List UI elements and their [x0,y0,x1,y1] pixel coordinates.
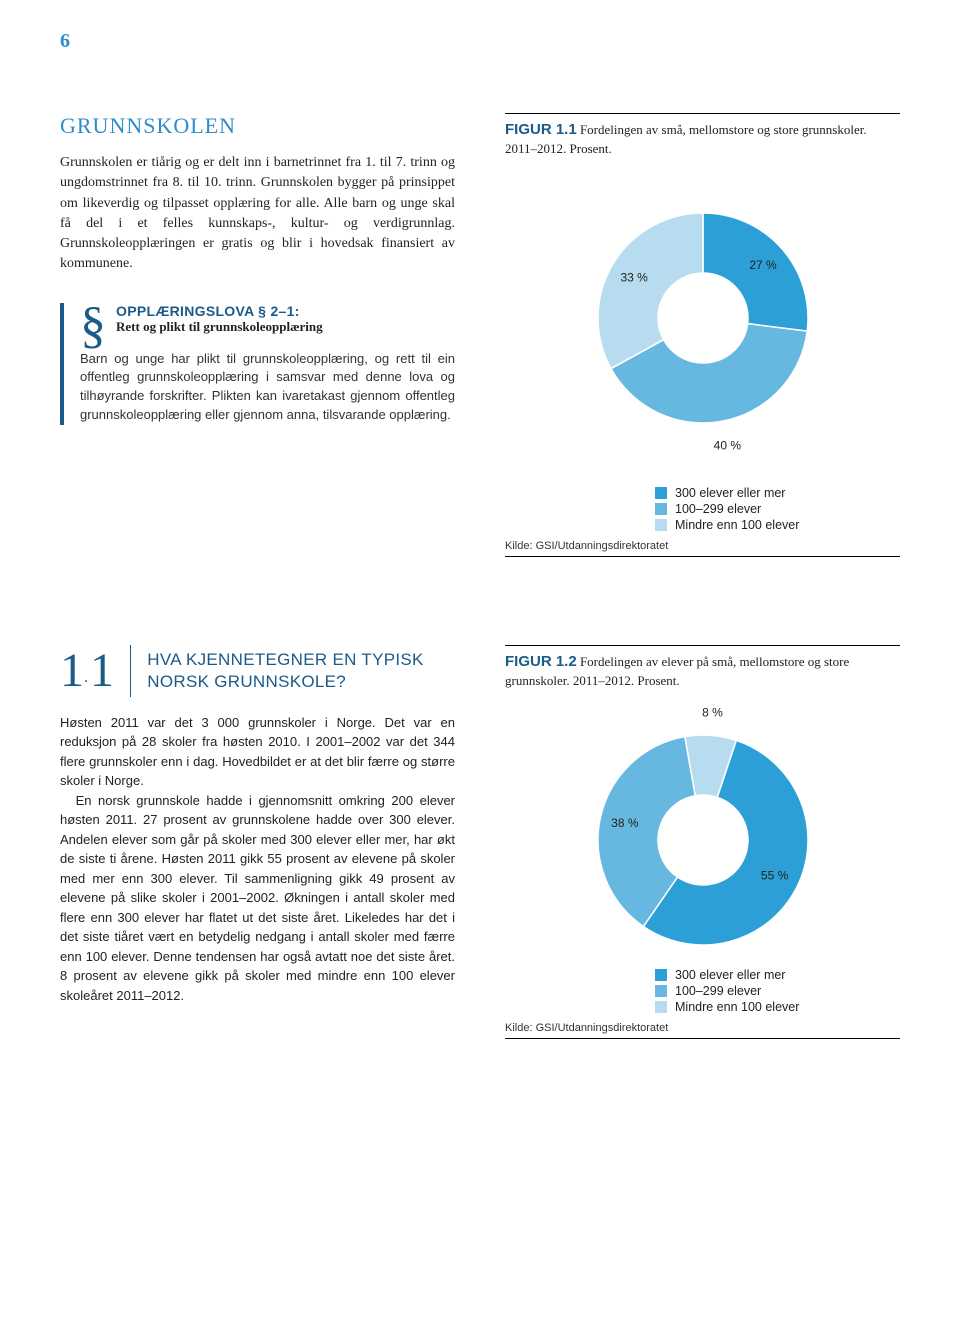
legend-swatch [655,519,667,531]
legend-label: 100–299 elever [675,984,761,998]
legend-item: 100–299 elever [655,502,900,516]
law-title: OPPLÆRINGSLOVA § 2–1: [116,303,455,319]
legend-swatch [655,1001,667,1013]
source-2: Kilde: GSI/Utdanningsdirektoratet [505,1016,900,1039]
section-number: 1.1 [60,647,114,695]
section-heading: HVA KJENNETEGNER EN TYPISK NORSK GRUNNSK… [147,649,455,693]
figure-1-1: FIGUR 1.1 Fordelingen av små, mellomstor… [505,113,900,557]
svg-text:55 %: 55 % [760,868,788,882]
legend-label: 100–299 elever [675,502,761,516]
svg-text:27 %: 27 % [749,258,777,272]
legend-swatch [655,985,667,997]
section-1-1-body: Høsten 2011 var det 3 000 grunnskoler i … [60,713,455,1006]
section-number-1: 1 [60,647,84,695]
legend-swatch [655,503,667,515]
figure-label-2: FIGUR 1.2 [505,653,577,670]
section-symbol-icon: § [80,303,106,350]
svg-text:38 %: 38 % [611,816,639,830]
legend-swatch [655,969,667,981]
page-number: 6 [60,30,900,53]
legend-item: 300 elever eller mer [655,968,900,982]
legend-1: 300 elever eller mer 100–299 elever Mindre… [505,486,900,532]
section-title: GRUNNSKOLEN [60,113,455,139]
intro-paragraph: Grunnskolen er tiårig og er delt inn i b… [60,153,455,275]
donut-chart-2: 8 % 55 % 38 % [553,700,853,960]
legend-label: 300 elever eller mer [675,486,785,500]
legend-item: 300 elever eller mer [655,486,900,500]
section-1-1-para-b: En norsk grunnskole hadde i gjennomsnitt… [60,791,455,1006]
donut-chart-1: 27 % 40 % 33 % [553,168,853,478]
figure-1-2: FIGUR 1.2 Fordelingen av elever på små, … [505,645,900,1039]
source-1: Kilde: GSI/Utdanningsdirektoratet [505,534,900,557]
legend-label: 300 elever eller mer [675,968,785,982]
section-1-1-header: 1.1 HVA KJENNETEGNER EN TYPISK NORSK GRU… [60,645,455,697]
section-number-2: 1 [90,647,114,695]
legend-swatch [655,487,667,499]
legend-label: Mindre enn 100 elever [675,1000,799,1014]
legend-label: Mindre enn 100 elever [675,518,799,532]
legend-item: 100–299 elever [655,984,900,998]
legend-item: Mindre enn 100 elever [655,1000,900,1014]
law-body: Barn og unge har plikt til grunnskoleopp… [80,350,455,425]
svg-text:33 %: 33 % [620,270,648,284]
law-box: § OPPLÆRINGSLOVA § 2–1: Rett og plikt ti… [60,303,455,425]
legend-item: Mindre enn 100 elever [655,518,900,532]
law-subtitle: Rett og plikt til grunnskoleopplæring [116,319,455,335]
svg-text:40 %: 40 % [713,438,741,452]
legend-2: 300 elever eller mer 100–299 elever Mindre… [505,968,900,1014]
section-1-1-para-a: Høsten 2011 var det 3 000 grunnskoler i … [60,715,455,789]
figure-label: FIGUR 1.1 [505,121,577,138]
svg-text:8 %: 8 % [702,705,723,719]
